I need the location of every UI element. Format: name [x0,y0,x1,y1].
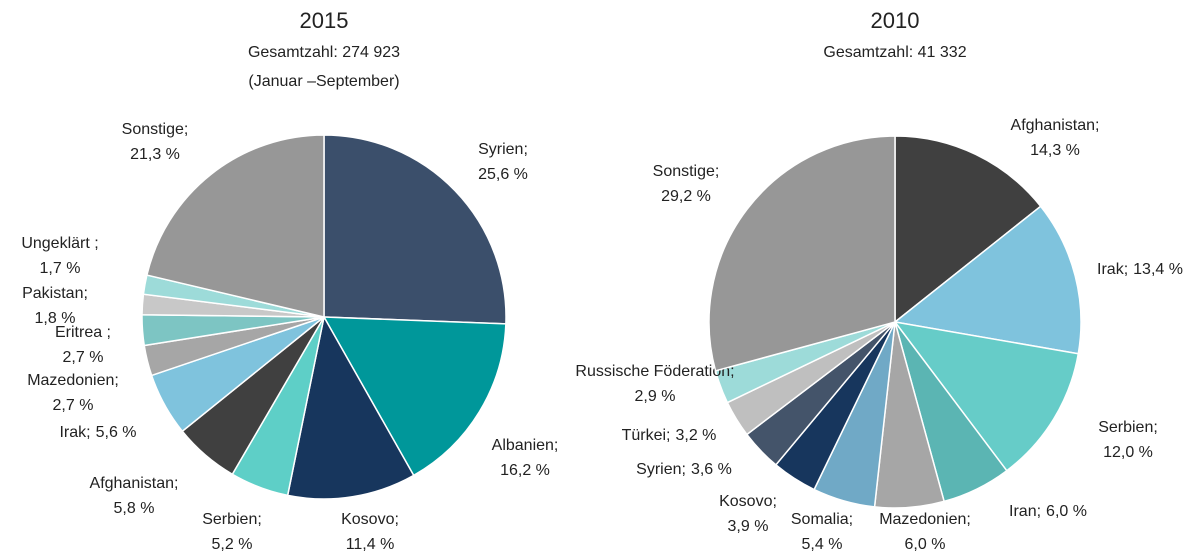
slice-value: 5,2 % [212,536,253,553]
slice-name: Türkei; [622,427,671,444]
slice-value: 2,7 % [53,397,94,414]
slice-value: 29,2 % [661,188,711,205]
slice-name: Serbien; [1098,419,1158,436]
chart-subtitle: Gesamtzahl: 41 332 [823,44,966,61]
slice-name: Syrien; [636,461,686,478]
slice-value: 11,4 % [346,536,395,553]
slice-name: Kosovo; [719,493,777,510]
slice-name: Pakistan; [22,285,88,302]
slice-name: Irak; [59,424,90,441]
slice-name: Eritrea ; [55,324,111,341]
slice-name: Albanien; [492,437,559,454]
slice-value: 1,8 % [35,310,76,327]
slice-name: Irak; [1097,261,1128,278]
slice-value: 6,0 % [1046,503,1087,520]
chart-title: 2015 [300,8,349,33]
slice-label: Iran; 6,0 % [1009,503,1087,520]
pie-slice [323,134,507,325]
pie-slice [893,320,1080,472]
slice-value: 21,3 % [130,146,180,163]
slice-name: Syrien; [478,141,528,158]
chart-note: (Januar –September) [248,73,399,90]
slice-name: Sonstige; [653,163,720,180]
slice-value: 3,6 % [691,461,732,478]
slice-value: 3,2 % [675,427,716,444]
slice-label: Irak; 13,4 % [1097,261,1183,278]
slice-value: 14,3 % [1030,142,1080,159]
slice-name: Serbien; [202,511,262,528]
slice-label: Irak; 5,6 % [59,424,136,441]
slice-name: Afghanistan; [90,475,179,492]
slice-value: 12,0 % [1103,444,1153,461]
slice-value: 16,2 % [500,462,550,479]
slice-value: 3,9 % [728,518,769,535]
chart-subtitle: Gesamtzahl: 274 923 [248,44,400,61]
slice-name: Mazedonien; [879,511,971,528]
slice-value: 5,8 % [114,500,155,517]
slice-name: Ungeklärt ; [21,235,98,252]
pie-slice [322,316,507,477]
slice-value: 5,4 % [802,536,843,553]
slice-name: Mazedonien; [27,372,119,389]
pie-slice [893,205,1082,355]
slice-value: 2,9 % [635,388,676,405]
pie-slice [145,134,325,318]
slice-name: Russische Föderation; [575,363,734,380]
pie-slice [286,314,415,500]
slice-name: Kosovo; [341,511,399,528]
slice-name: Somalia; [791,511,853,528]
slice-label: Türkei; 3,2 % [622,427,717,444]
slice-value: 25,6 % [478,166,528,183]
pie-slice [708,135,896,372]
chart-title: 2010 [871,8,920,33]
slice-value: 2,7 % [63,349,104,366]
slice-value: 13,4 % [1133,261,1183,278]
slice-value: 6,0 % [905,536,946,553]
slice-value: 1,7 % [40,260,81,277]
slice-name: Afghanistan; [1011,117,1100,134]
slice-label: Syrien; 3,6 % [636,461,732,478]
slice-value: 5,6 % [96,424,137,441]
slice-name: Iran; [1009,503,1041,520]
slice-name: Sonstige; [122,121,189,138]
pie-slice [894,135,1042,324]
